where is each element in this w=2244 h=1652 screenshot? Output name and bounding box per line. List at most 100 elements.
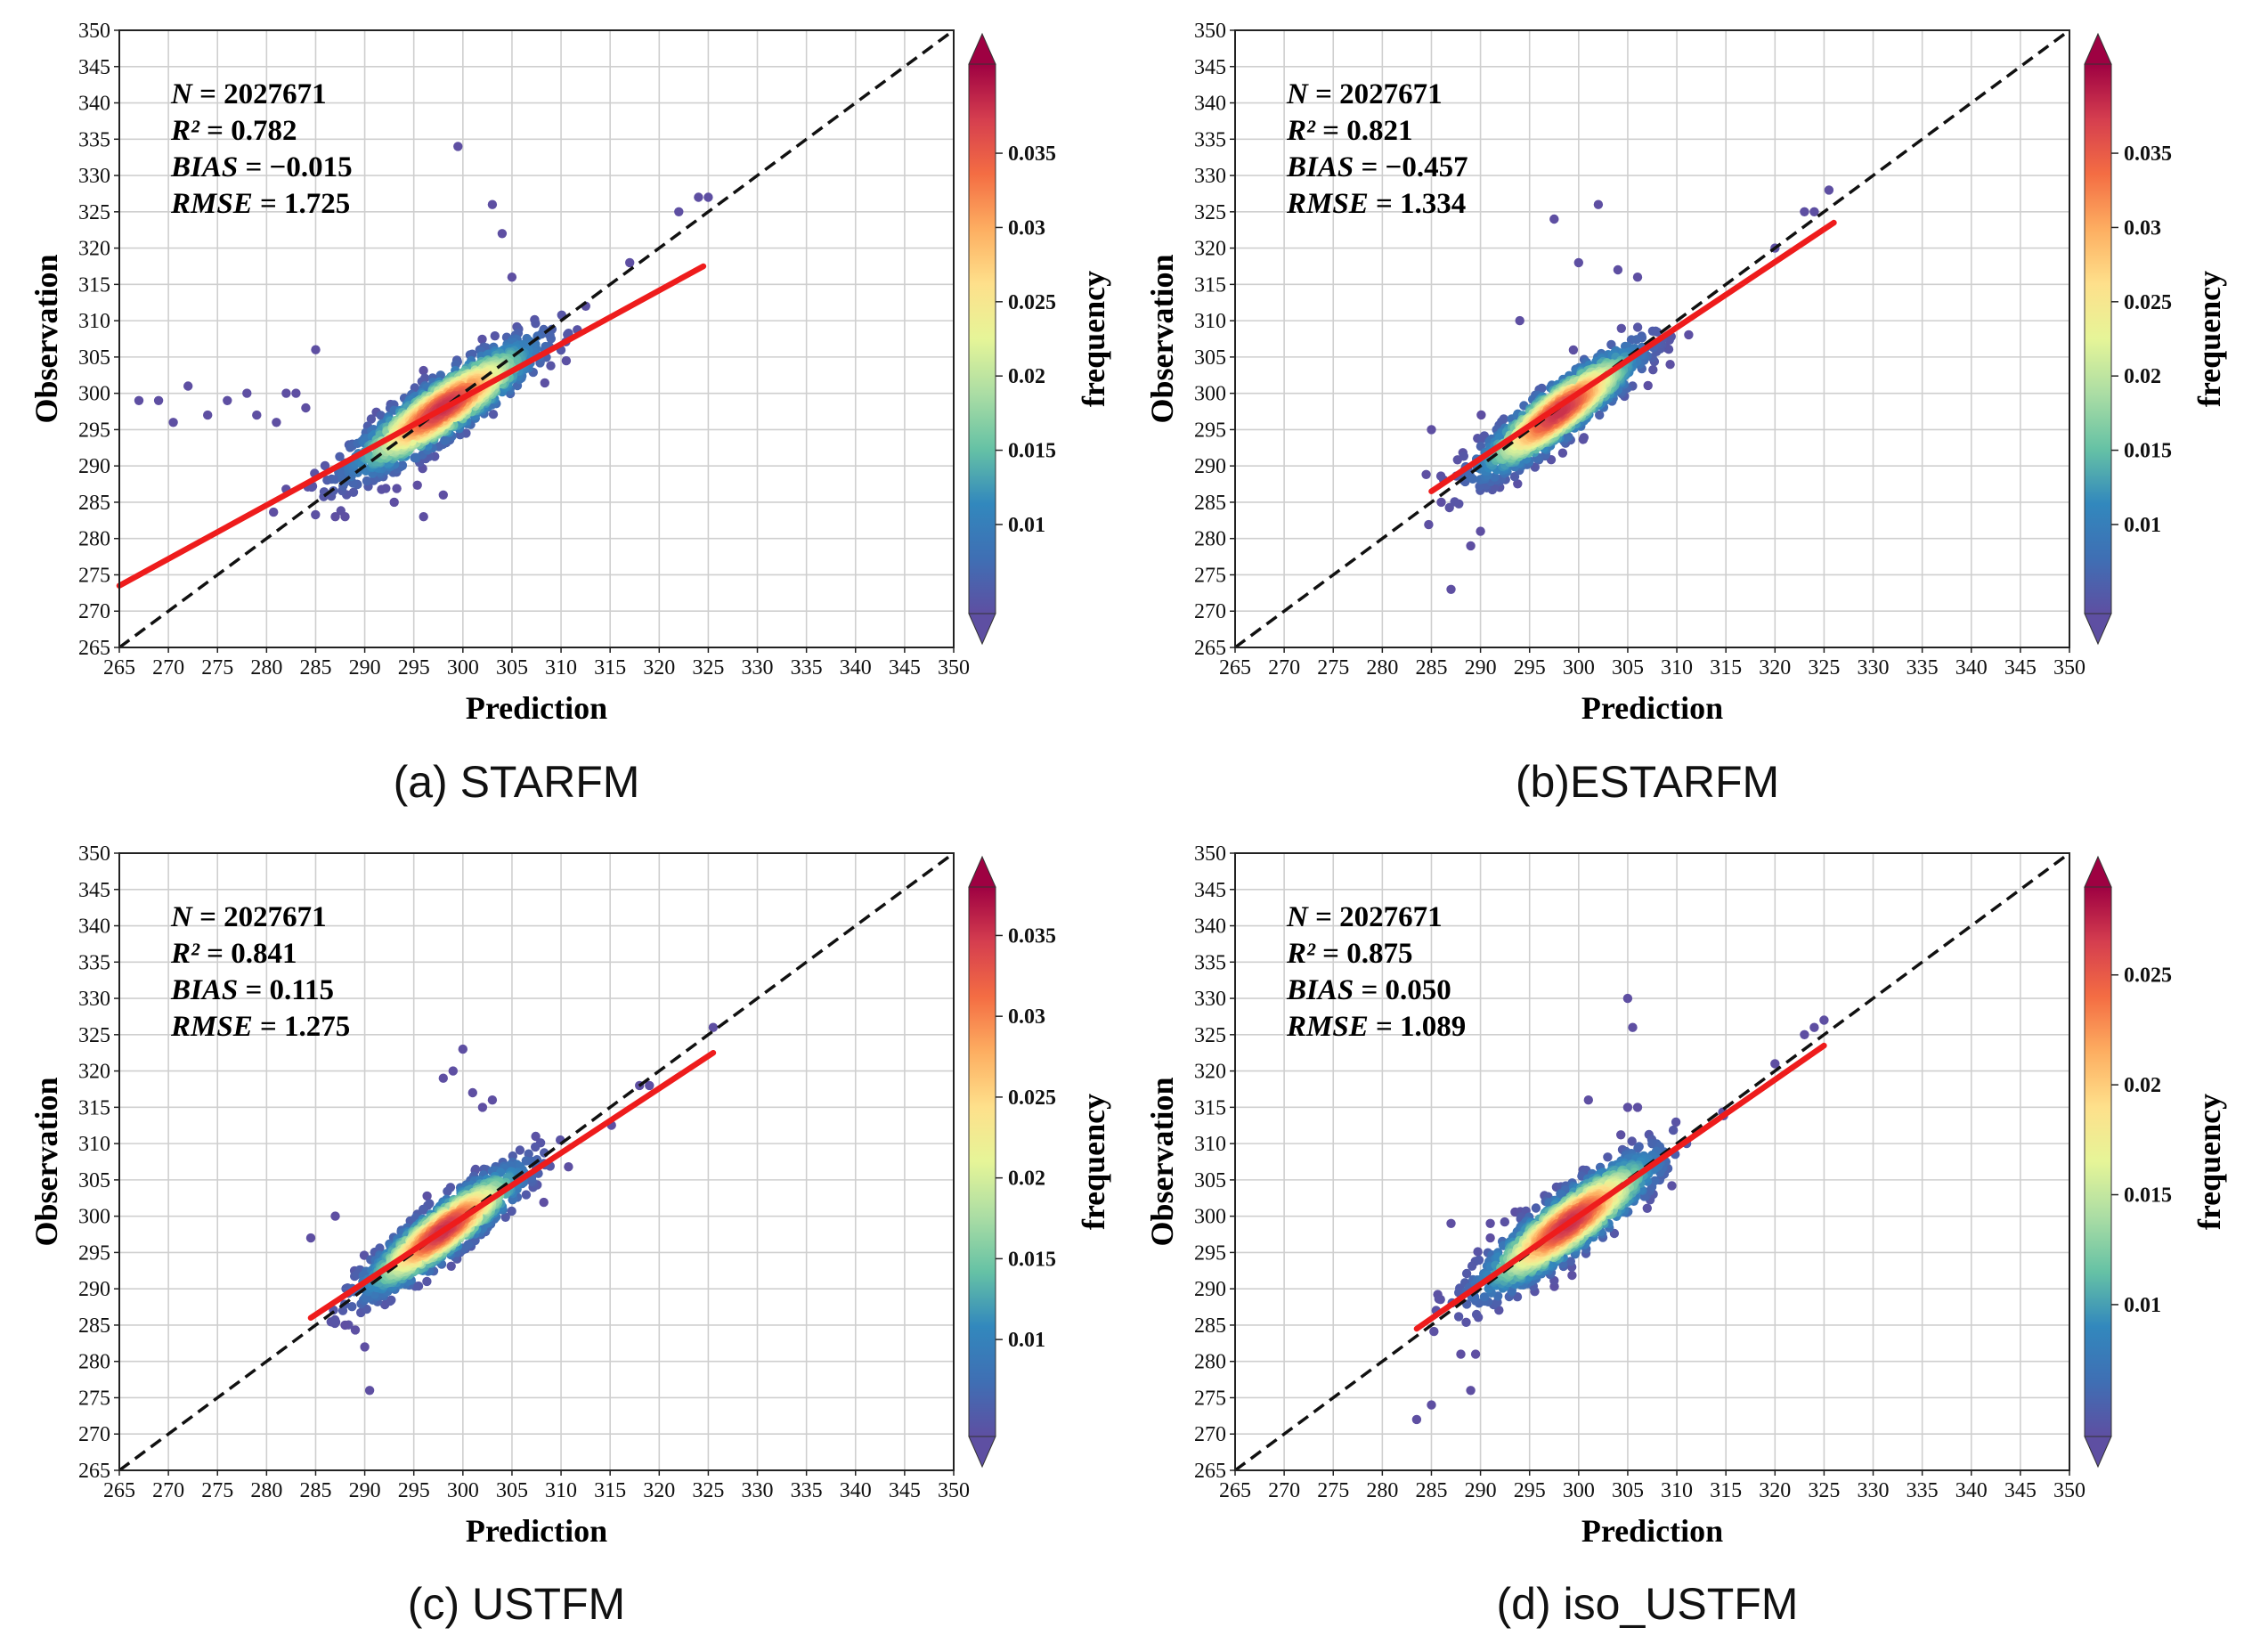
colorbar-extend-max [2084, 32, 2112, 65]
scatter-point [375, 1243, 385, 1253]
y-axis-ticks: 2652702752802852902953003053103153203253… [1194, 20, 1235, 660]
scatter-point [335, 452, 345, 461]
scatter-point [1421, 469, 1431, 479]
outlier-point [1809, 207, 1819, 216]
x-axis-ticks: 265 270 275 280 285 290 295 300 305 310 315 320 325 3… [103, 647, 970, 680]
scatter-point [1616, 1130, 1626, 1140]
y-tick-label: 345 [78, 879, 110, 902]
x-tick-label: 345 [2004, 656, 2037, 680]
outlier-point [389, 497, 399, 508]
y-tick-label: 320 [78, 238, 110, 261]
scatter-point [1500, 1217, 1510, 1227]
scatter-point [500, 1212, 510, 1223]
scatter-point [1595, 410, 1605, 420]
outlier-point [694, 192, 703, 202]
x-tick-label: 320 [1759, 656, 1791, 680]
y-tick-label: 330 [78, 165, 110, 188]
scatter-point [348, 487, 359, 497]
panel-3: 265 270 275 280 285 290 295 300 305 310 315 320 325 3… [28, 842, 1111, 1629]
stat-operator: = [1369, 188, 1400, 220]
y-tick-label: 280 [78, 1351, 110, 1374]
y-tick-label: 285 [78, 492, 110, 515]
x-tick-label: 315 [594, 1479, 626, 1502]
x-tick-label: 265 [103, 656, 135, 680]
outlier-point [674, 207, 684, 216]
scatter-point [1471, 1309, 1482, 1320]
outlier-point [1466, 541, 1476, 551]
stat-operator: = [199, 115, 231, 147]
outlier-point [134, 395, 144, 405]
y-tick-label: 310 [78, 310, 110, 333]
stat-value: 2027671 [224, 901, 327, 933]
x-tick-label: 295 [1514, 656, 1546, 680]
colorbar-tick-label: 0.01 [1008, 514, 1045, 537]
outlier-point [1436, 497, 1446, 508]
colorbar-label: frequency [2191, 271, 2227, 407]
colorbar-tick-label: 0.03 [1008, 1005, 1045, 1029]
scatter-point [422, 1191, 432, 1201]
x-tick-label: 275 [1317, 656, 1349, 680]
scatter-point [1664, 335, 1675, 345]
stat-operator: = [1315, 115, 1346, 147]
stat-label: R² [170, 938, 200, 970]
scatter-point [446, 1261, 456, 1272]
scatter-point [1616, 323, 1627, 333]
outlier-point [1515, 315, 1524, 326]
scatter-point [422, 1276, 432, 1287]
scatter-point [1647, 326, 1658, 336]
y-tick-label: 345 [78, 56, 110, 79]
scatter-point [1468, 474, 1478, 484]
colorbar-tick-label: 0.035 [1008, 924, 1056, 948]
stat-operator: = [238, 974, 269, 1006]
stat-label: N [1286, 78, 1309, 110]
scatter-point [1668, 1125, 1679, 1135]
outlier-point [364, 1386, 375, 1396]
stat-n: N = 2027671 [1286, 78, 1443, 110]
scatter-point [1671, 1117, 1681, 1127]
scatter-point [397, 460, 407, 470]
scatter-point [347, 1302, 357, 1312]
x-tick-label: 350 [2053, 656, 2085, 680]
y-tick-label: 300 [78, 1206, 110, 1229]
y-tick-label: 310 [1194, 310, 1226, 333]
y-tick-label: 305 [78, 1169, 110, 1192]
x-tick-label: 335 [791, 1479, 823, 1502]
scatter-point [539, 1197, 549, 1208]
x-tick-label: 305 [1612, 656, 1644, 680]
x-tick-label: 310 [545, 656, 577, 680]
scatter-point [1631, 335, 1642, 345]
outlier-point [203, 410, 213, 420]
outlier-point [453, 142, 463, 151]
gridlines [118, 852, 955, 1471]
stat-value: 2027671 [224, 78, 327, 110]
x-axis-label: Prediction [466, 1513, 607, 1549]
scatter-point [329, 1314, 340, 1325]
x-tick-label: 330 [1858, 656, 1890, 680]
colorbar-label: frequency [1076, 271, 1111, 407]
x-tick-label: 280 [250, 656, 282, 680]
y-tick-label: 295 [78, 419, 110, 442]
plot-frame [118, 852, 955, 1471]
colorbar-tick-label: 0.02 [1008, 365, 1045, 388]
x-tick-label: 295 [398, 1479, 430, 1502]
stat-value: 1.334 [1400, 188, 1466, 220]
scatter-point [1665, 360, 1675, 370]
colorbar-tick-label: 0.015 [1008, 1248, 1056, 1271]
stat-n: N = 2027671 [170, 901, 327, 933]
outlier-point [419, 512, 428, 522]
scatter-points [305, 1022, 719, 1396]
scatter-point [1568, 345, 1579, 355]
stat-label: BIAS [170, 974, 238, 1006]
scatter-point [1633, 1143, 1643, 1153]
y-tick-label: 270 [1194, 600, 1226, 623]
stat-operator: = [1354, 151, 1385, 183]
scatter-point [392, 484, 402, 493]
scatter-point [443, 1186, 452, 1197]
y-tick-label: 275 [78, 1387, 110, 1410]
y-tick-label: 290 [78, 1278, 110, 1301]
scatter-point [1473, 1247, 1483, 1257]
scatter-point [1484, 1283, 1494, 1294]
